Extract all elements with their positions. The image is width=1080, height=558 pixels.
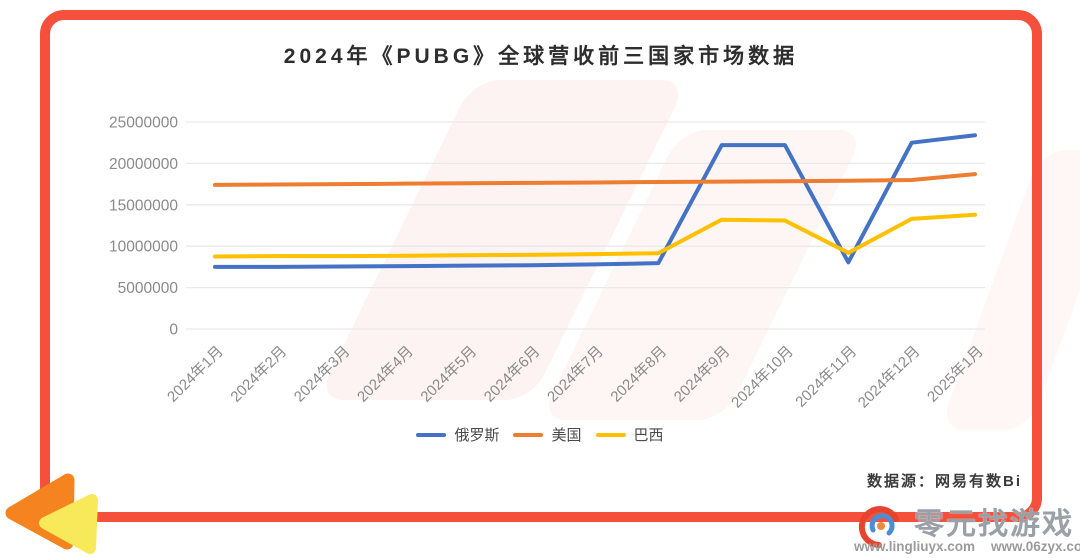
y-axis-label: 20000000 bbox=[109, 156, 178, 173]
y-axis-label: 5000000 bbox=[118, 280, 179, 297]
x-axis-label: 2024年9月 bbox=[671, 343, 734, 406]
chart-title: 2024年《PUBG》全球营收前三国家市场数据 bbox=[283, 45, 799, 68]
legend-swatch bbox=[595, 432, 626, 437]
legend-swatch bbox=[513, 432, 544, 437]
x-axis-label: 2024年12月 bbox=[855, 343, 924, 412]
chart-legend: 俄罗斯 美国 巴西 bbox=[40, 424, 1040, 445]
x-axis-label: 2024年10月 bbox=[728, 343, 797, 412]
site-watermark: 零元找游戏 www.lingliuyx.com www.06zyx.com bbox=[852, 498, 1080, 558]
legend-item: 巴西 bbox=[595, 424, 664, 445]
watermark-url-right: www.06zyx.com bbox=[991, 539, 1080, 554]
x-axis-label: 2024年2月 bbox=[227, 343, 290, 406]
x-axis-label: 2024年3月 bbox=[291, 343, 354, 406]
x-axis-label: 2024年11月 bbox=[792, 343, 860, 411]
yellow-arrow-icon bbox=[39, 494, 98, 554]
x-axis-label: 2024年8月 bbox=[607, 343, 670, 406]
watermark-url-left: www.lingliuyx.com bbox=[854, 539, 976, 554]
arrow-decoration bbox=[5, 473, 98, 554]
legend-label: 美国 bbox=[551, 427, 582, 444]
y-axis-label: 25000000 bbox=[109, 115, 178, 132]
y-axis-label: 0 bbox=[169, 322, 178, 339]
watermark-logo-icon bbox=[858, 506, 899, 548]
legend-label: 巴西 bbox=[633, 427, 664, 444]
legend-swatch bbox=[416, 432, 447, 437]
legend-item: 美国 bbox=[513, 424, 582, 445]
x-axis-label: 2024年5月 bbox=[417, 343, 480, 406]
y-axis-label: 15000000 bbox=[109, 197, 178, 214]
x-axis-label: 2025年1月 bbox=[924, 343, 987, 406]
y-axis-label: 10000000 bbox=[109, 239, 178, 256]
series-line bbox=[213, 133, 977, 269]
x-axis-label: 2024年1月 bbox=[164, 343, 227, 406]
x-axis-label: 2024年7月 bbox=[544, 343, 607, 406]
legend-item: 俄罗斯 bbox=[416, 424, 499, 445]
red-border-frame bbox=[40, 10, 1042, 522]
data-source-note: 数据源：网易有数Bi bbox=[866, 473, 1022, 490]
x-axis-label: 2024年4月 bbox=[354, 343, 417, 406]
x-axis-label: 2024年6月 bbox=[481, 343, 544, 406]
watermark-urls: www.lingliuyx.com www.06zyx.com bbox=[854, 539, 1080, 554]
legend-label: 俄罗斯 bbox=[454, 427, 500, 444]
watermark-brand-text: 零元找游戏 bbox=[914, 508, 1074, 541]
series-line bbox=[213, 172, 977, 187]
series-line bbox=[213, 212, 977, 259]
